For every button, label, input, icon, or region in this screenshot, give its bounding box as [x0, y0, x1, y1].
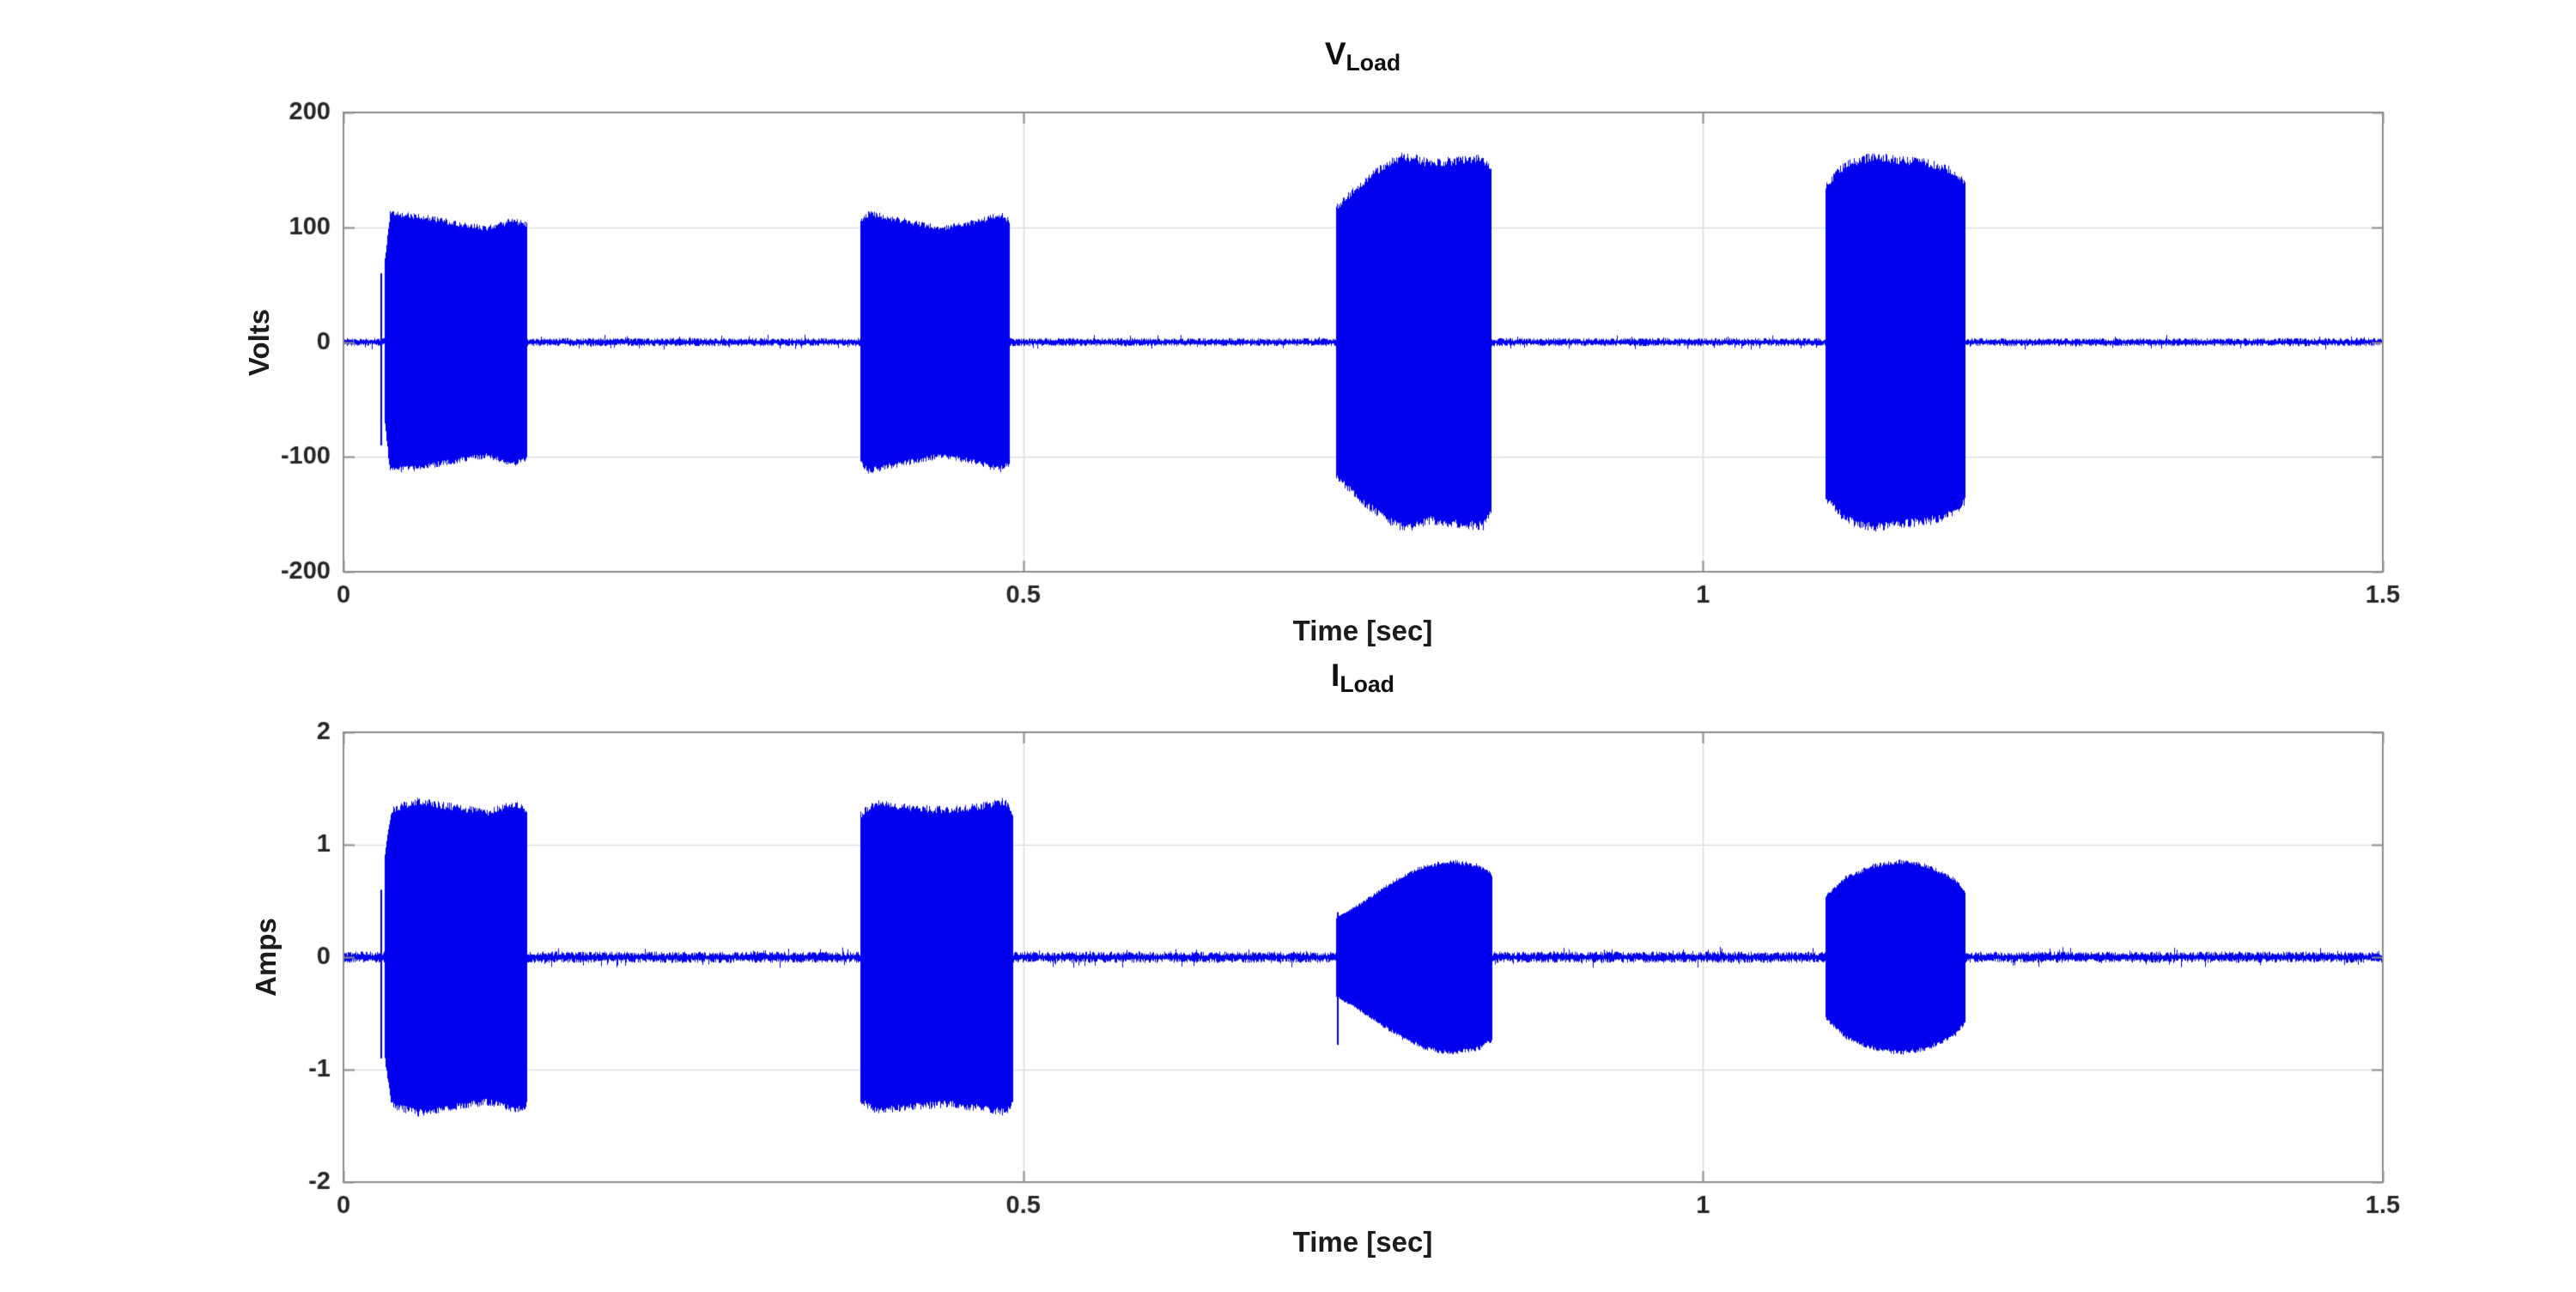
iload-title-sub: Load — [1340, 671, 1394, 698]
iload-title: ILoad — [1331, 658, 1394, 698]
iload-ylabel: Amps — [250, 918, 282, 997]
iload-xlabel: Time [sec] — [1292, 1226, 1433, 1258]
vload-ylabel: Volts — [243, 308, 275, 377]
vload-title: VLoad — [1324, 36, 1400, 76]
vload-title-sub: Load — [1346, 50, 1401, 76]
vload-xlabel: Time [sec] — [1292, 615, 1433, 646]
iload-title-main: I — [1331, 658, 1340, 693]
vload-title-main: V — [1324, 36, 1346, 71]
